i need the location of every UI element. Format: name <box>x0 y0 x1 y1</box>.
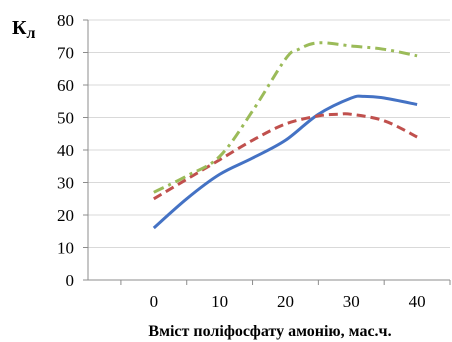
y-axis-title: Кл <box>12 17 36 42</box>
y-tick-label-70: 70 <box>57 44 74 63</box>
tick-labels: 0 10 20 30 40 50 60 70 80 0 10 20 30 40 <box>57 11 426 311</box>
y-axis-title-subscript: л <box>27 25 36 42</box>
y-tick-label-40: 40 <box>57 141 74 160</box>
y-tick-label-10: 10 <box>57 239 74 258</box>
y-tick-label-50: 50 <box>57 109 74 128</box>
x-tick-label-40: 40 <box>409 292 426 311</box>
series-line-3 <box>153 41 418 194</box>
x-tick-label-30: 30 <box>343 292 360 311</box>
y-tick-label-20: 20 <box>57 206 74 225</box>
y-tick-label-30: 30 <box>57 174 74 193</box>
x-tick-label-0: 0 <box>150 292 159 311</box>
y-tick-label-0: 0 <box>66 271 75 290</box>
grid-lines <box>88 19 450 248</box>
y-axis-title-main: К <box>12 17 27 39</box>
series-lines <box>152 41 418 230</box>
y-tick-label-80: 80 <box>57 11 74 30</box>
series-line-1 <box>152 94 418 230</box>
axes <box>83 19 451 285</box>
y-tick-label-60: 60 <box>57 76 74 95</box>
series-line-2 <box>153 112 418 201</box>
x-tick-label-20: 20 <box>277 292 294 311</box>
x-tick-label-10: 10 <box>211 292 228 311</box>
x-axis-title: Вміст поліфосфату амонію, мас.ч. <box>148 323 391 340</box>
